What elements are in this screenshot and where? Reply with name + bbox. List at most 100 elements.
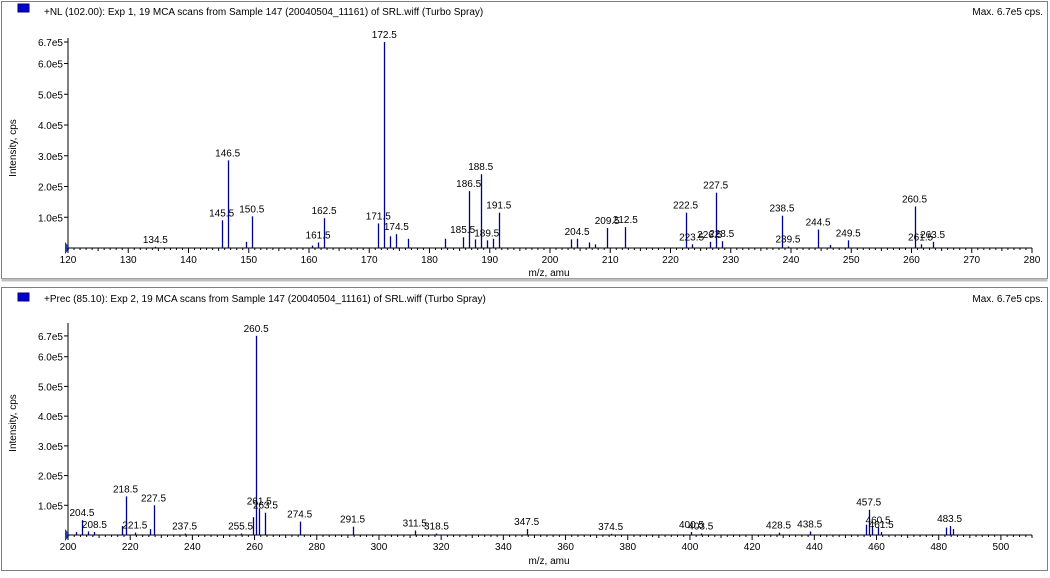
x-tick-label: 500 <box>993 542 1010 553</box>
peak-label: 226.5 <box>697 230 722 241</box>
x-tick-label: 180 <box>421 255 438 266</box>
x-tick-label: 200 <box>542 255 559 266</box>
peak-label: 244.5 <box>806 218 831 229</box>
y-axis-title: Intensity, cps <box>8 394 19 452</box>
x-tick-label: 270 <box>963 255 980 266</box>
peak-label: 263.5 <box>920 230 945 241</box>
x-tick-label: 320 <box>433 542 450 553</box>
peak-label: 255.5 <box>228 522 253 533</box>
peak-label: 311.5 <box>403 519 428 530</box>
panel-title: +NL (102.00): Exp 1, 19 MCA scans from S… <box>44 7 483 18</box>
peak-label: 260.5 <box>902 194 927 205</box>
panel-nl-scan: +NL (102.00): Exp 1, 19 MCA scans from S… <box>1 1 1048 282</box>
y-axis-title: Intensity, cps <box>8 119 19 177</box>
peak-series <box>75 335 955 535</box>
x-tick-label: 460 <box>868 542 885 553</box>
peak-label: 185.5 <box>450 225 475 236</box>
x-tick-label: 140 <box>180 255 197 266</box>
panel-prec-scan: +Prec (85.10): Exp 2, 19 MCA scans from … <box>1 287 1048 571</box>
panel-title: +Prec (85.10): Exp 2, 19 MCA scans from … <box>44 294 486 305</box>
peak-label: 238.5 <box>769 204 794 215</box>
peak-label: 263.5 <box>253 501 278 512</box>
blue-square-icon[interactable] <box>17 292 30 302</box>
y-tick-label: 4.0e5 <box>38 121 63 132</box>
peak-label: 460.5 <box>866 516 891 527</box>
x-tick-label: 400 <box>682 542 699 553</box>
x-tick-label: 120 <box>60 255 77 266</box>
peak-label: 318.5 <box>424 522 449 533</box>
peak-label: 174.5 <box>384 222 409 233</box>
y-tick-label: 6.7e5 <box>38 332 63 343</box>
peak-label: 162.5 <box>312 206 337 217</box>
peak-labels: 134.5 145.5 146.5 150.5 161.5 162.5 171.5 172.5… <box>143 30 946 246</box>
peak-label: 209.5 <box>595 216 620 227</box>
peak-label: 260.5 <box>244 324 269 335</box>
peak-label: 218.5 <box>113 484 138 495</box>
x-tick-label: 300 <box>371 542 388 553</box>
peak-label: 171.5 <box>366 211 391 222</box>
peak-label: 237.5 <box>172 522 197 533</box>
x-axis-title: m/z, amu <box>528 268 569 279</box>
y-tick-label: 2.0e5 <box>38 183 63 194</box>
peak-label: 261.5 <box>247 496 272 507</box>
peak-series <box>154 42 935 248</box>
peak-label: 204.5 <box>69 508 94 519</box>
x-tick-label: 240 <box>184 542 201 553</box>
x-tick-label: 360 <box>557 542 574 553</box>
peak-label: 347.5 <box>514 517 539 528</box>
max-intensity-label: Max. 6.7e5 cps. <box>972 7 1043 18</box>
peak-label: 189.5 <box>474 228 499 239</box>
y-tick-label: 6.7e5 <box>38 38 63 49</box>
y-tick-label: 6.0e5 <box>38 60 63 71</box>
peak-label: 208.5 <box>82 520 107 531</box>
peak-label: 428.5 <box>766 521 791 532</box>
peak-label: 222.5 <box>673 201 698 212</box>
x-tick-label: 210 <box>602 255 619 266</box>
peak-label: 146.5 <box>215 148 240 159</box>
peak-label: 400.5 <box>679 520 704 531</box>
x-tick-label: 480 <box>930 542 947 553</box>
peak-label: 438.5 <box>797 519 822 530</box>
panel-frame <box>1 287 1048 571</box>
peak-label: 188.5 <box>468 162 493 173</box>
x-tick-label: 240 <box>783 255 800 266</box>
x-tick-label: 260 <box>903 255 920 266</box>
x-tick-label: 190 <box>481 255 498 266</box>
y-tick-label: 4.0e5 <box>38 412 63 423</box>
x-tick-label: 220 <box>662 255 679 266</box>
x-tick-label: 420 <box>744 542 761 553</box>
peak-label: 239.5 <box>775 234 800 245</box>
blue-square-icon[interactable] <box>17 3 30 13</box>
max-intensity-label: Max. 6.7e5 cps. <box>972 294 1043 305</box>
y-tick-label: 6.0e5 <box>38 353 63 364</box>
x-tick-label: 150 <box>240 255 257 266</box>
x-tick-label: 170 <box>361 255 378 266</box>
peak-label: 161.5 <box>306 230 331 241</box>
peak-label: 212.5 <box>613 215 638 226</box>
panel-separator <box>1 278 1048 282</box>
x-tick-label: 380 <box>619 542 636 553</box>
x-tick-label: 280 <box>1024 255 1041 266</box>
y-tick-label: 1.0e5 <box>38 501 63 512</box>
peak-label: 227.5 <box>141 493 166 504</box>
y-tick-label: 3.0e5 <box>38 442 63 453</box>
peak-label: 150.5 <box>239 204 264 215</box>
peak-label: 186.5 <box>456 179 481 190</box>
panel-frame <box>1 1 1048 279</box>
peak-label: 227.5 <box>703 181 728 192</box>
peak-label: 204.5 <box>565 227 590 238</box>
x-tick-label: 160 <box>301 255 318 266</box>
y-tick-label: 1.0e5 <box>38 213 63 224</box>
peak-label: 483.5 <box>937 514 962 525</box>
peak-label: 403.5 <box>688 522 713 533</box>
x-tick-label: 250 <box>843 255 860 266</box>
y-tick-label: 5.0e5 <box>38 382 63 393</box>
peak-label: 228.5 <box>709 229 734 240</box>
x-tick-label: 440 <box>806 542 823 553</box>
x-tick-label: 280 <box>308 542 325 553</box>
x-tick-label: 230 <box>722 255 739 266</box>
peak-label: 261.5 <box>908 232 933 243</box>
y-tick-label: 5.0e5 <box>38 90 63 101</box>
